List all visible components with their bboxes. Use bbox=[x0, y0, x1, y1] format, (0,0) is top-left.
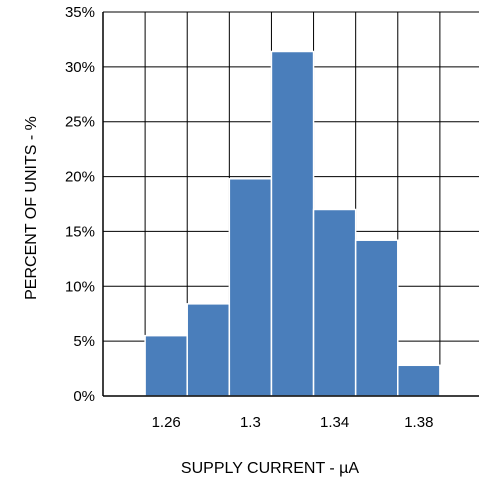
histogram-bar bbox=[397, 364, 441, 397]
x-tick-label: 1.3 bbox=[240, 414, 261, 431]
histogram-bar bbox=[270, 50, 315, 397]
x-tick-label: 1.38 bbox=[404, 414, 433, 431]
x-tick-labels: 1.26 1.3 1.34 1.38 bbox=[152, 414, 434, 431]
y-tick-label: 10% bbox=[65, 278, 95, 295]
y-axis-title: PERCENT OF UNITS - % bbox=[23, 116, 40, 300]
x-tick-label: 1.34 bbox=[320, 414, 349, 431]
histogram-bar bbox=[312, 208, 357, 397]
plot-frame bbox=[102, 12, 479, 397]
histogram-bar bbox=[354, 239, 399, 397]
y-tick-label: 20% bbox=[65, 169, 95, 186]
histogram-bar bbox=[228, 178, 273, 397]
histogram-bar bbox=[144, 334, 188, 397]
x-tick-label: 1.26 bbox=[152, 414, 181, 431]
histogram-bar bbox=[186, 303, 231, 397]
y-tick-label: 15% bbox=[65, 223, 95, 240]
x-axis-title: SUPPLY CURRENT - µA bbox=[181, 460, 359, 477]
y-tick-label: 30% bbox=[65, 59, 95, 76]
y-tick-label: 0% bbox=[73, 388, 95, 405]
y-tick-labels: 0% 5% 10% 15% 20% 25% 30% 35% bbox=[65, 4, 95, 405]
y-tick-label: 5% bbox=[73, 333, 95, 350]
bars-group bbox=[144, 50, 441, 397]
y-tick-label: 25% bbox=[65, 114, 95, 131]
y-tick-label: 35% bbox=[65, 4, 95, 21]
